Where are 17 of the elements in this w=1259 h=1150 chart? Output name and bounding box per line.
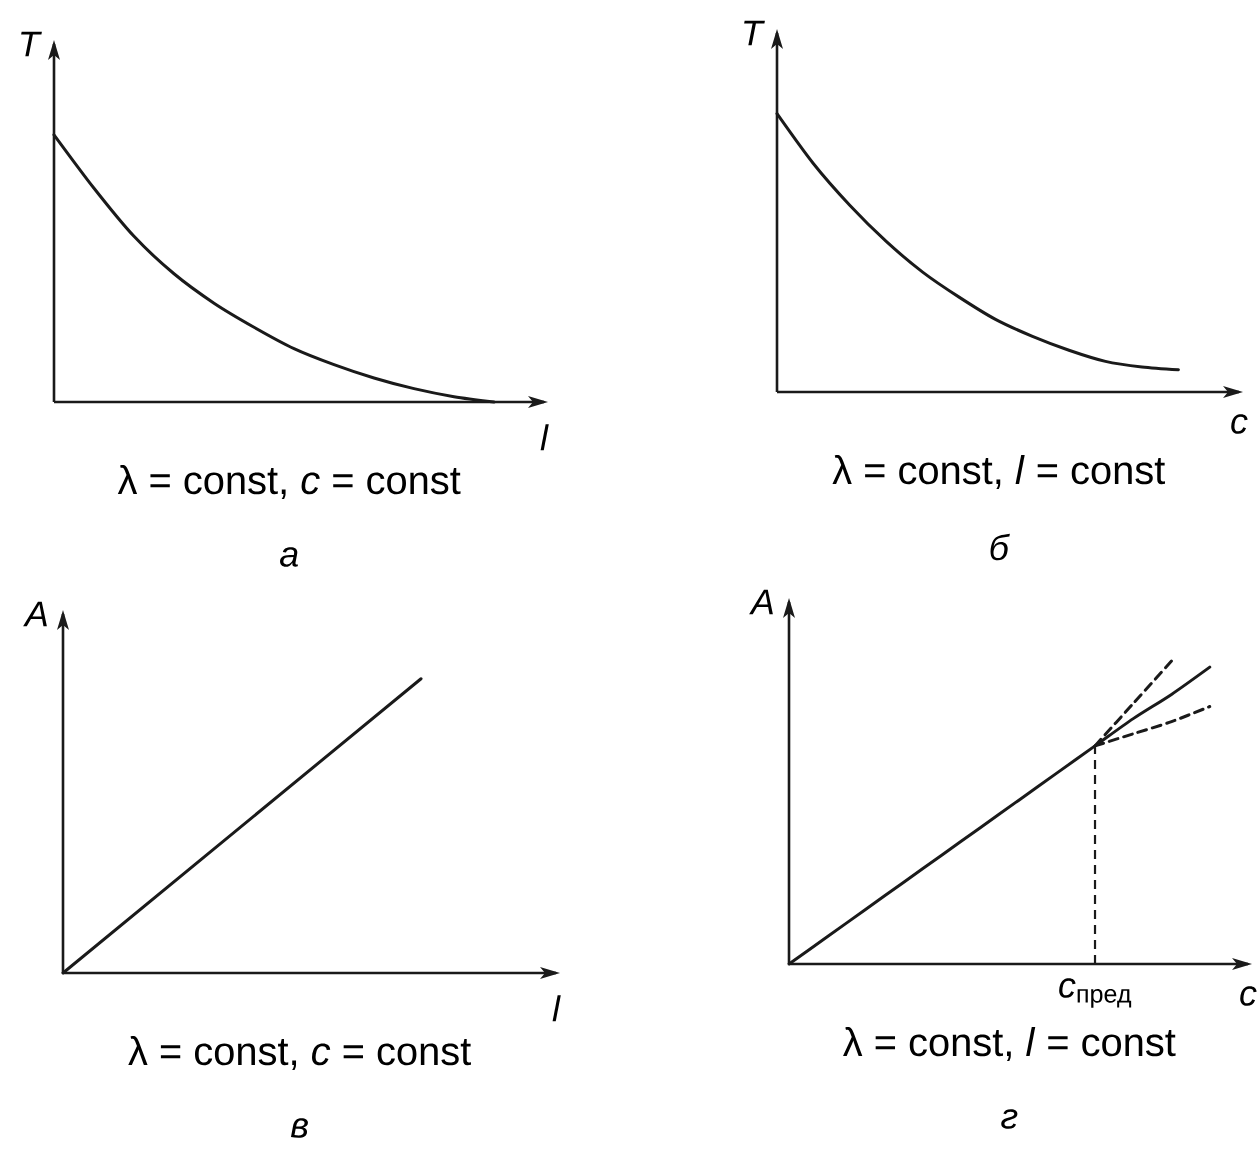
- text: б: [990, 533, 1010, 561]
- text: c$_{пред}$: [1059, 978, 1132, 1008]
- x-axis-title: c: [1231, 414, 1248, 434]
- text: λ = const, c = const: [128, 1036, 471, 1070]
- x-axis-title: l: [540, 424, 549, 451]
- y-axis-title: A: [749, 589, 773, 615]
- text: в: [290, 1118, 308, 1138]
- text: λ = const, l = const: [832, 455, 1165, 489]
- text: а: [280, 547, 298, 567]
- text: λ = const, c = const: [117, 465, 461, 499]
- text: г: [1001, 1109, 1018, 1129]
- y-axis-title: A: [23, 601, 47, 627]
- y-axis-title: T: [21, 31, 42, 57]
- text: λ = const, l = const: [843, 1027, 1176, 1061]
- x-axis-title: c: [1240, 986, 1257, 1006]
- y-axis-title: T: [744, 20, 765, 46]
- x-axis-title: l: [552, 995, 561, 1022]
